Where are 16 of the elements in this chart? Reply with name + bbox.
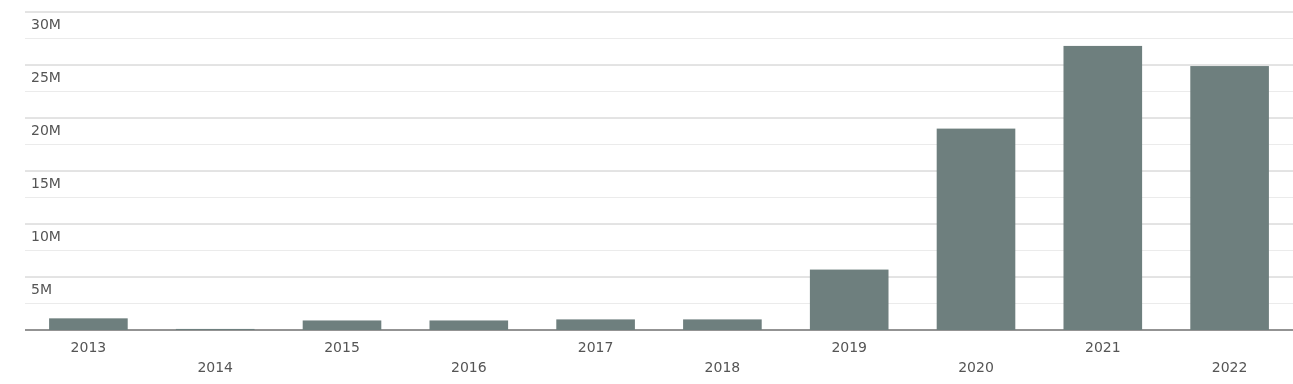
x-tick-label: 2019 <box>831 339 868 355</box>
x-tick-label: 2016 <box>450 359 487 375</box>
y-tick-label: 15M <box>31 175 61 191</box>
x-tick-label: 2013 <box>70 339 107 355</box>
x-tick-label: 2015 <box>324 339 360 355</box>
x-tick-label: 2021 <box>1084 339 1121 355</box>
y-tick-label: 10M <box>31 228 61 244</box>
x-tick-label: 2020 <box>958 359 994 375</box>
x-tick-label: 2022 <box>1211 359 1248 375</box>
x-tick-label: 2018 <box>704 359 741 375</box>
y-tick-label: 30M <box>31 16 61 32</box>
x-tick-label: 2014 <box>197 359 234 375</box>
y-tick-label: 25M <box>31 69 61 85</box>
x-tick-label: 2017 <box>577 339 614 355</box>
y-tick-label: 20M <box>31 122 61 138</box>
y-tick-label: 5M <box>31 281 52 297</box>
